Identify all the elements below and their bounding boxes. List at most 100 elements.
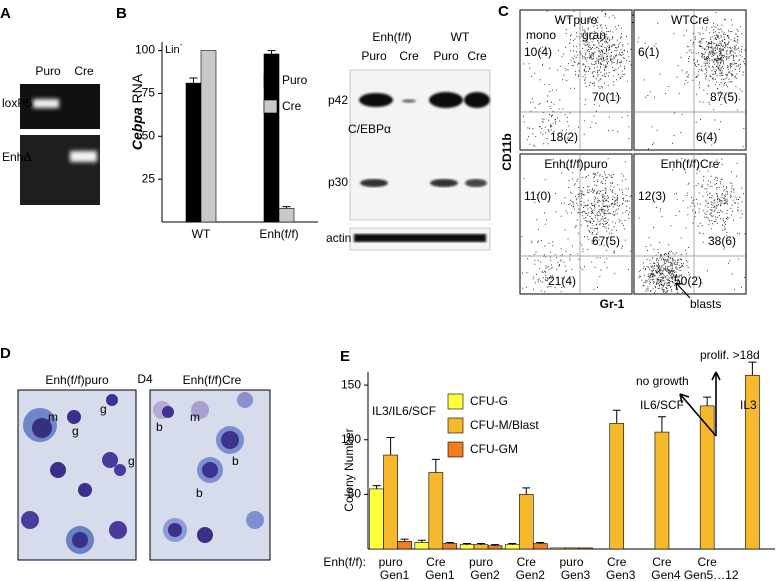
x-tick-label: Gen4 [651, 568, 681, 581]
x-tick-label: Gen1 [425, 568, 455, 581]
flow-dots [523, 10, 632, 147]
annotation: IL3 [740, 398, 757, 412]
flow-plot-frame [519, 9, 633, 151]
quadrant-value: 70(1) [592, 90, 620, 104]
annotation-text: Lin [165, 44, 180, 56]
quadrant-value: 87(5) [710, 90, 738, 104]
quadrant-value: 10(4) [524, 45, 552, 59]
band-label: actin [326, 231, 351, 245]
bar [369, 488, 384, 550]
error-bar [612, 409, 621, 424]
error-bar [522, 487, 531, 495]
legend-swatch [447, 393, 464, 410]
bar [699, 405, 715, 550]
error-bar [703, 396, 712, 406]
band-label: p42 [328, 93, 348, 107]
quadrant-value: 11(0) [524, 189, 551, 203]
micrograph-puro [17, 389, 137, 561]
legend-label: Puro [282, 73, 308, 87]
y-tick-label: 75 [142, 86, 156, 100]
cell-label: g [72, 424, 79, 438]
flow-plot-frame [633, 153, 747, 295]
lane-label: Puro [35, 64, 61, 78]
bar [578, 547, 593, 550]
western-blot [349, 69, 491, 251]
arrow [711, 371, 721, 436]
gate-label: gran [582, 28, 606, 42]
bar [185, 82, 202, 223]
legend-swatch [263, 99, 278, 114]
error-bar [477, 543, 486, 545]
annotation: IL6/SCF [640, 398, 684, 412]
annotation: blasts [690, 297, 721, 311]
gel-a [20, 84, 100, 205]
panel-label: E [340, 348, 350, 365]
flow-plot-frame [633, 9, 747, 151]
error-bar [431, 458, 440, 473]
x-tick-label: WT [192, 227, 211, 241]
bar [397, 541, 412, 550]
y-axis-label: Colony Number [342, 428, 356, 511]
error-bar [282, 206, 291, 209]
arrow [675, 282, 691, 299]
bar [414, 542, 430, 550]
quadrant-value: 6(1) [638, 45, 659, 59]
lane-label: Cre [74, 64, 94, 78]
error-bar [508, 543, 517, 545]
band-label: C/EBPα [348, 122, 391, 136]
group-label: Enh(f/f) [372, 30, 411, 44]
lane-label: Puro [433, 49, 459, 63]
x-tick-label: Cre [426, 555, 446, 569]
x-prefix: Enh(f/f): [323, 555, 366, 569]
y-tick-label: 50 [348, 487, 362, 501]
legend-swatch [447, 441, 464, 458]
flow-plot-frame [519, 153, 633, 295]
axis-label: CD11b [500, 133, 514, 170]
y-axis-label-italic: Cebpa [129, 107, 145, 150]
error-bar [445, 541, 454, 544]
bar [459, 544, 475, 550]
panel-label: D [0, 345, 11, 362]
error-bar [536, 541, 545, 544]
quadrant-value: 6(4) [696, 130, 717, 144]
x-tick-label: puro [559, 555, 583, 569]
group-label: WT [451, 30, 470, 44]
panel-label: A [0, 5, 11, 22]
cell-label: g [100, 402, 107, 416]
gate-label: mono [526, 28, 556, 42]
error-bar [372, 485, 381, 489]
panel-label: B [116, 5, 127, 22]
x-tick-label: Gen5…12 [684, 568, 739, 581]
cell-label: b [232, 454, 239, 468]
x-tick-label: Gen3 [561, 568, 591, 581]
error-bar [267, 50, 276, 54]
error-bar [189, 77, 198, 84]
x-tick-label: Cre [517, 555, 537, 569]
legend-swatch [263, 73, 278, 88]
legend-label: CFU-G [470, 394, 508, 408]
annotation: prolif. >18d [700, 348, 760, 362]
x-tick-label: Gen1 [380, 568, 410, 581]
bar [200, 50, 217, 223]
y-tick-label: 150 [341, 377, 361, 391]
bar [504, 544, 520, 550]
annotation-sup: - [180, 40, 183, 49]
quadrant-value: 38(6) [708, 234, 736, 248]
quadrant-value: 67(5) [592, 234, 620, 248]
y-tick-label: 100 [341, 432, 361, 446]
micrograph-cre [149, 389, 271, 561]
bar [609, 423, 625, 550]
flow-dots [637, 12, 746, 150]
panel-label: C [498, 3, 509, 20]
quadrant-value: 21(4) [548, 274, 576, 288]
plot-title: WTCre [671, 13, 709, 27]
bar [428, 472, 444, 550]
plot-title: Enh(f/f)puro [544, 157, 608, 171]
image-title: Enh(f/f)puro [45, 373, 109, 387]
error-bar [400, 538, 409, 542]
lane-label: Puro [361, 49, 387, 63]
band-label: p30 [328, 175, 348, 189]
x-tick-label: Gen2 [516, 568, 546, 581]
